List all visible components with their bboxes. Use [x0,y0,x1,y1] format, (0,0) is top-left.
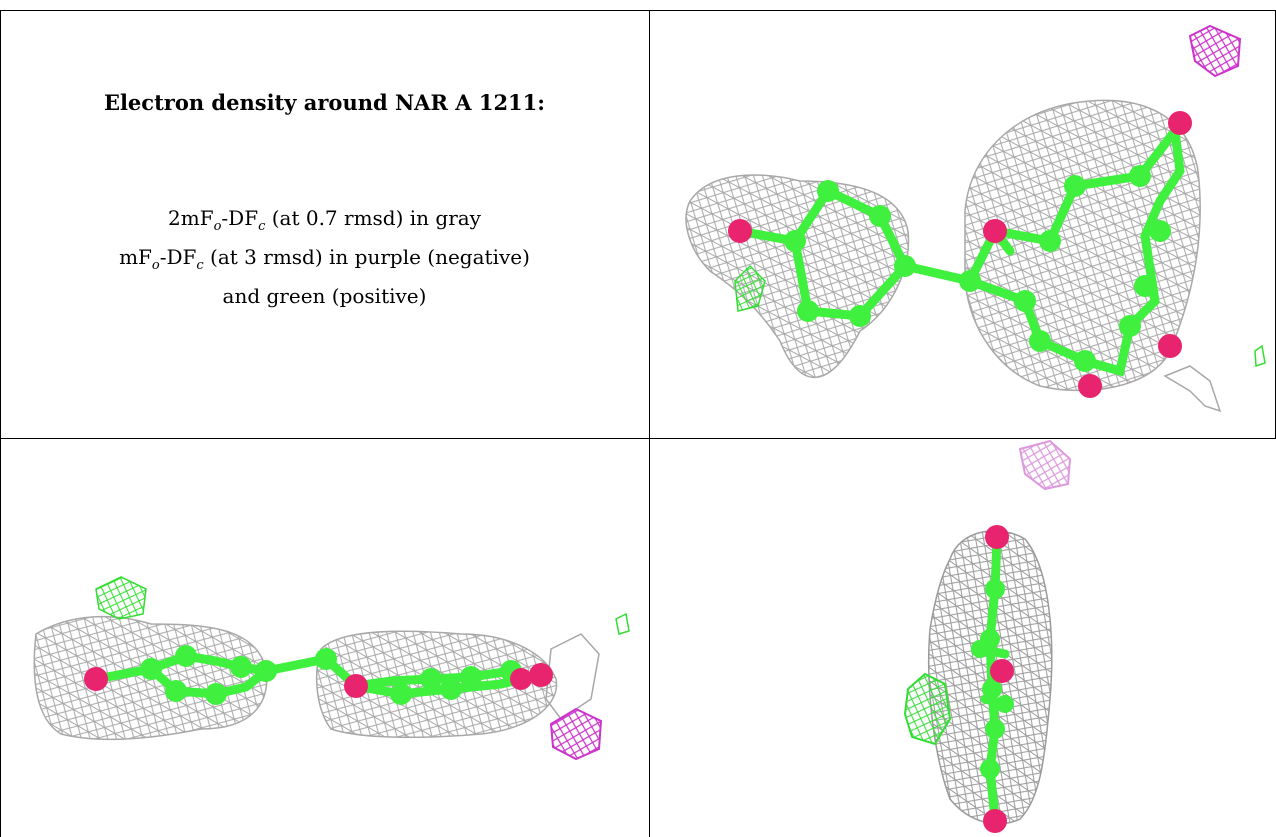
density-panel-side [1,439,649,837]
density-mesh-fragment [1163,365,1222,413]
figure-legend: 2mFo-DFc (at 0.7 rmsd) in gray mFo-DFc (… [0,203,649,311]
density-panel-end-on [650,439,1275,837]
table-border-top [0,10,1276,11]
density-render-side [33,576,630,761]
density-panel-front [650,11,1275,438]
figure-title: Electron density around NAR A 1211: [103,90,546,115]
oxygen-atoms [983,525,1014,833]
density-render-front [685,24,1266,413]
table-border-left [0,10,1,837]
positive-density-blob [734,264,766,312]
legend-line-2fofc: 2mFo-DFc (at 0.7 rmsd) in gray [168,206,481,234]
density-render-end-on [903,439,1072,833]
positive-density-blob [95,576,147,620]
legend-line-fofc: mFo-DFc (at 3 rmsd) in purple (negative) [119,245,530,273]
carbon-atoms [140,645,522,705]
table-divider-vertical [649,10,650,837]
carbon-atoms [784,165,1171,372]
positive-density-blob-small [1254,344,1266,368]
density-mesh-fragment [545,633,600,721]
positive-density-blob-small [615,612,630,635]
positive-density-blob [903,672,952,746]
oxygen-atoms [84,663,553,698]
negative-density-blob [1018,439,1072,491]
oxygen-atoms [728,111,1192,398]
carbon-atoms [971,579,1014,779]
negative-density-blob [1188,24,1242,78]
table-divider-horizontal [0,438,1276,439]
legend-line-colors: and green (positive) [222,284,427,308]
negative-density-blob [549,707,603,761]
